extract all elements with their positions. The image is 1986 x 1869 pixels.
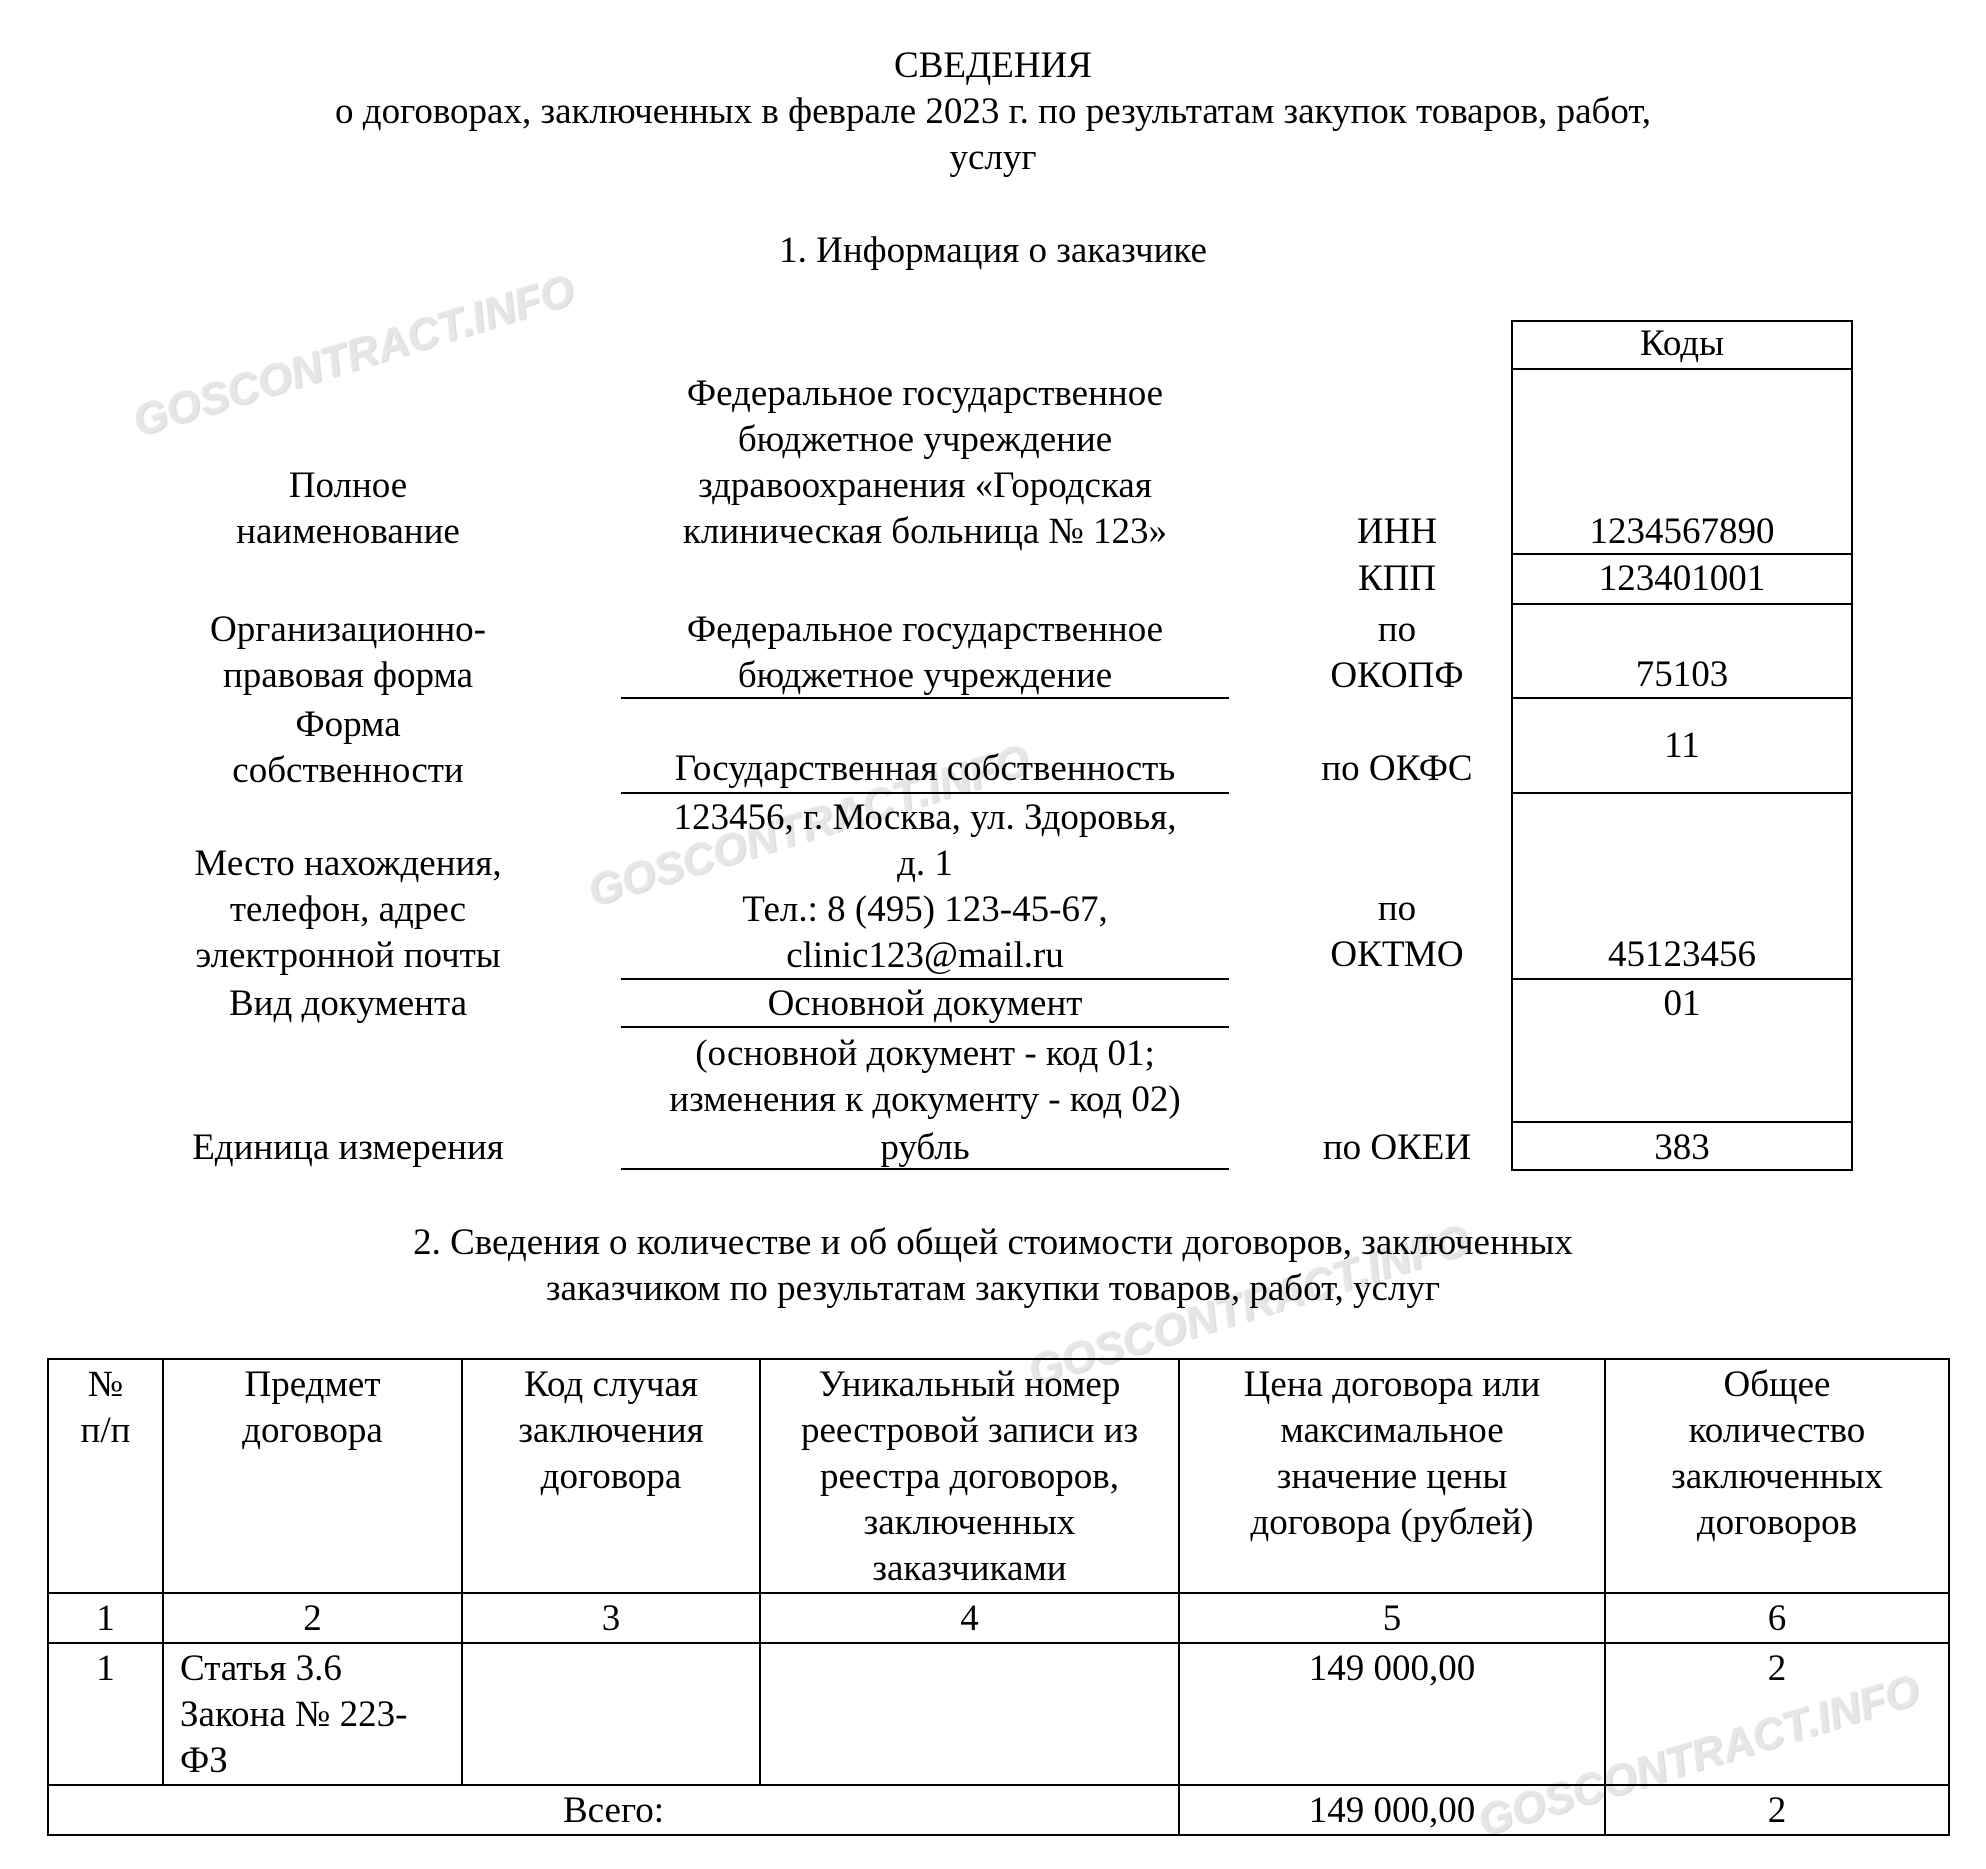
contract-subject: Статья 3.6 Закона № 223- ФЗ (162, 1642, 463, 1786)
value-doc-type: Основной документ (767, 983, 1083, 1024)
label-org-form: Организационно- правовая форма (210, 609, 486, 696)
code-okfs: 11 (1664, 725, 1700, 766)
column-number: 2 (162, 1592, 463, 1644)
total-label: Всего: (47, 1784, 1180, 1836)
code-label-okei: по ОКЕИ (1322, 1127, 1472, 1168)
label-doc-type: Вид документа (228, 983, 468, 1024)
column-header: Цена договора или максимальное значение це… (1178, 1358, 1606, 1594)
divider (1511, 1121, 1853, 1123)
code-doc-type: 01 (1663, 983, 1701, 1024)
divider (1511, 792, 1853, 794)
code-label-inn: ИНН (1356, 511, 1438, 552)
column-number: 6 (1604, 1592, 1950, 1644)
underline (621, 697, 1229, 699)
row-number: 1 (47, 1642, 164, 1786)
underline (621, 1026, 1229, 1028)
underline (621, 1168, 1229, 1170)
section2-title: 2. Сведения о количестве и об общей стои… (413, 1222, 1573, 1309)
code-okopf: 75103 (1635, 654, 1729, 695)
code-label-okopf: по ОКОПФ (1330, 609, 1464, 696)
column-number: 3 (461, 1592, 761, 1644)
registry-number (759, 1642, 1180, 1786)
doc-type-note: (основной документ - код 01; изменения к… (669, 1033, 1181, 1120)
label-ownership: Форма собственности (232, 704, 464, 791)
code-label-oktmo: по ОКТМО (1330, 888, 1464, 975)
column-header: № п/п (47, 1358, 164, 1594)
column-header: Код случая заключения договора (461, 1358, 761, 1594)
contract-count: 2 (1604, 1642, 1950, 1786)
column-number-row: 1 2 3 4 5 6 (47, 1592, 1950, 1644)
value-ownership: Государственная собственность (674, 748, 1176, 789)
column-header: Общее количество заключенных договоров (1604, 1358, 1950, 1594)
table-row: 1 Статья 3.6 Закона № 223- ФЗ 149 000,00 2 (47, 1642, 1950, 1786)
case-code (461, 1642, 761, 1786)
section1-title: 1. Информация о заказчике (779, 230, 1207, 271)
codes-header: Коды (1640, 323, 1724, 364)
value-org-form: Федеральное государственное бюджетное уч… (686, 609, 1164, 696)
value-address: 123456, г. Москва, ул. Здоровья, д. 1 Те… (673, 797, 1177, 976)
subtitle-line: услуг (949, 137, 1037, 178)
column-number: 4 (759, 1592, 1180, 1644)
underline (621, 792, 1229, 794)
total-price: 149 000,00 (1178, 1784, 1606, 1836)
column-header: Предмет договора (162, 1358, 463, 1594)
total-row: Всего: 149 000,00 2 (47, 1784, 1950, 1836)
divider (1511, 603, 1853, 605)
value-full-name: Федеральное государственное бюджетное уч… (682, 373, 1168, 552)
document-title: СВЕДЕНИЯ о договорах, заключенных в февр… (0, 43, 1986, 181)
divider (1511, 368, 1853, 370)
divider (1511, 978, 1853, 980)
code-kpp: 123401001 (1598, 558, 1766, 599)
column-header: Уникальный номер реестровой записи из реес… (759, 1358, 1180, 1594)
label-address: Место нахождения, телефон, адрес электро… (194, 843, 502, 976)
column-number: 1 (47, 1592, 164, 1644)
label-full-name: Полное наименование (236, 465, 460, 552)
code-label-kpp: КПП (1357, 558, 1437, 599)
total-count: 2 (1604, 1784, 1950, 1836)
code-inn: 1234567890 (1589, 511, 1775, 552)
underline (621, 978, 1229, 980)
code-label-okfs: по ОКФС (1321, 748, 1473, 789)
column-number: 5 (1178, 1592, 1606, 1644)
code-okei: 383 (1654, 1127, 1710, 1168)
label-unit: Единица измерения (192, 1127, 504, 1168)
value-unit: рубль (880, 1127, 970, 1168)
contracts-table: № п/п Предмет договора Код случая заключени… (47, 1358, 1950, 1836)
table-header-row: № п/п Предмет договора Код случая заключени… (47, 1358, 1950, 1594)
subtitle-line: о договорах, заключенных в феврале 2023 … (335, 91, 1651, 132)
code-oktmo: 45123456 (1608, 934, 1756, 975)
contract-price: 149 000,00 (1178, 1642, 1606, 1786)
